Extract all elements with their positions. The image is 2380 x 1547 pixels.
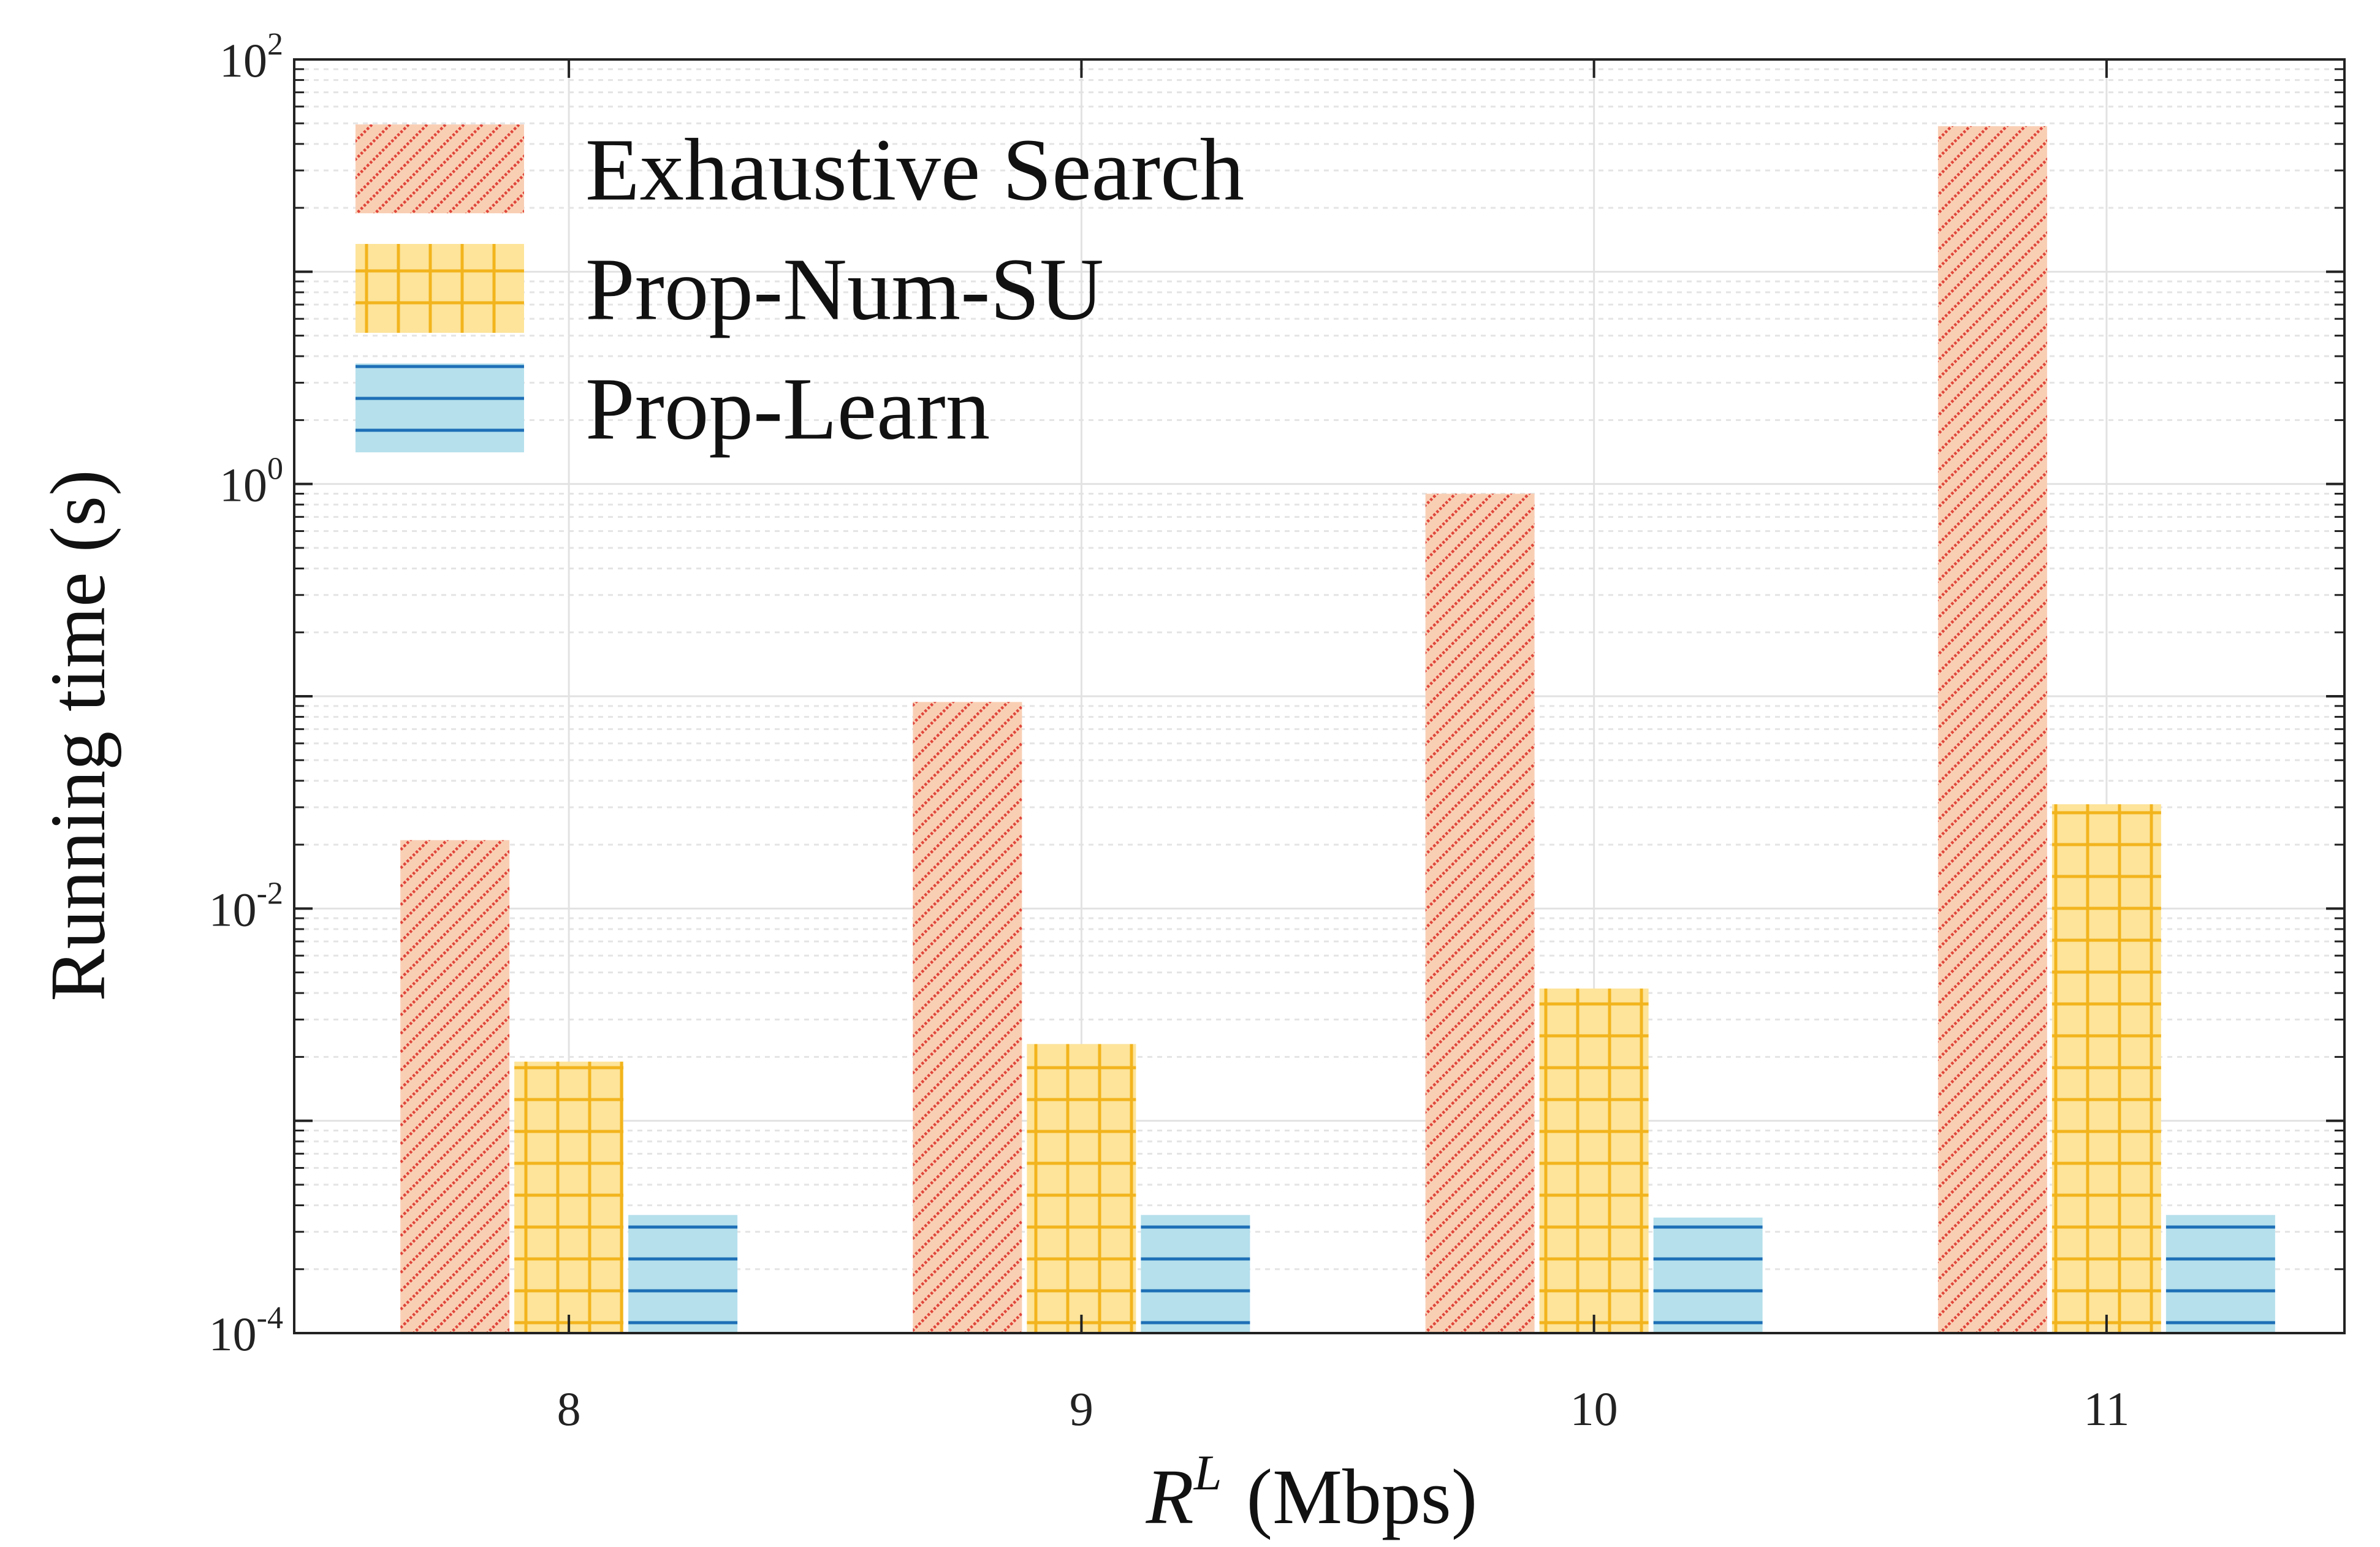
- bar-diagonal-8: [400, 840, 510, 1333]
- bar-diagonal-11: [1937, 126, 2047, 1333]
- bar-grid-11: [2051, 804, 2161, 1333]
- bar-horizontal-11: [2165, 1215, 2275, 1333]
- y-tick-label: 10-2: [209, 876, 283, 936]
- x-tick-label: 9: [1070, 1382, 1093, 1435]
- legend-label: Prop-Num-SU: [585, 241, 1104, 339]
- bar-horizontal-10: [1653, 1217, 1763, 1333]
- legend-label: Prop-Learn: [585, 360, 990, 458]
- x-axis-unit: (Mbps): [1246, 1453, 1477, 1540]
- y-tick-labels: 10-4 10-2 100 102: [209, 27, 283, 1361]
- y-tick-label: 100: [219, 452, 283, 512]
- x-tick-label: 11: [2083, 1382, 2129, 1435]
- x-axis-symbol: R: [1146, 1453, 1194, 1540]
- x-tick-label: 10: [1570, 1382, 1618, 1435]
- bar-horizontal-8: [628, 1215, 738, 1333]
- bars: [400, 126, 2275, 1333]
- bar-horizontal-9: [1141, 1215, 1250, 1333]
- legend-swatch-diagonal: [355, 124, 524, 213]
- bar-diagonal-10: [1425, 493, 1535, 1333]
- legend-swatch-grid: [355, 244, 524, 333]
- bar-grid-10: [1539, 988, 1649, 1333]
- legend-label: Exhaustive Search: [585, 121, 1244, 219]
- bar-grid-9: [1027, 1044, 1136, 1333]
- legend-swatch-horizontal: [355, 363, 524, 452]
- y-tick-label: 10-4: [209, 1301, 283, 1361]
- y-axis-title: Running time (s): [34, 469, 121, 1002]
- axis-ticks: [294, 59, 2344, 1334]
- x-tick-label: 8: [557, 1382, 581, 1435]
- bar-grid-8: [514, 1062, 624, 1333]
- y-tick-label: 102: [219, 27, 283, 87]
- x-axis-title: RL (Mbps): [1146, 1445, 1478, 1540]
- x-axis-symbol-superscript: L: [1193, 1445, 1222, 1500]
- x-tick-labels: 8 9 10 11: [557, 1382, 2130, 1435]
- legend: Exhaustive Search Prop-Num-SU Prop-Learn: [355, 121, 1244, 458]
- bar-diagonal-9: [913, 702, 1022, 1333]
